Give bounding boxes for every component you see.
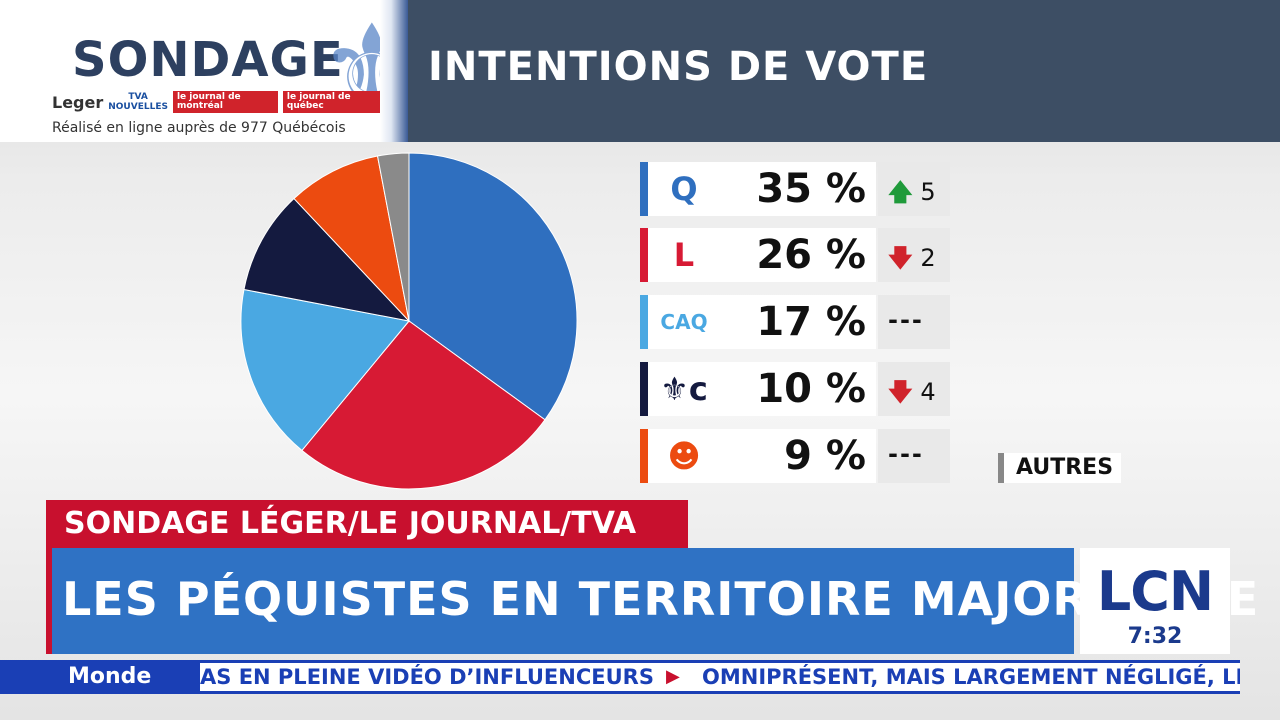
vote-percentage: 35 % bbox=[756, 166, 866, 212]
kicker-text: SONDAGE LÉGER/LE JOURNAL/TVA bbox=[64, 506, 637, 541]
party-logo-cell: ⚜c bbox=[640, 362, 722, 416]
vote-change: --- bbox=[888, 306, 924, 336]
leger-logo: Leger bbox=[52, 92, 104, 112]
percentage-cell: 9 % bbox=[722, 429, 876, 483]
change-cell: 🡇 2 bbox=[878, 228, 950, 282]
party-logo-cell: ☻ bbox=[640, 429, 722, 483]
ticker-strip: AS EN PLEINE VIDÉO D’INFLUENCEURS ▶ OMNI… bbox=[200, 663, 1240, 691]
header-divider bbox=[380, 0, 408, 142]
party-result-row: ☻ 9 % --- bbox=[640, 429, 950, 483]
ticker-section: Monde bbox=[0, 660, 200, 694]
vote-change: 🡇 4 bbox=[888, 375, 936, 416]
headline-text: LES PÉQUISTES EN TERRITOIRE MAJORITAIRE bbox=[62, 572, 1260, 626]
change-cell: 🡇 4 bbox=[878, 362, 950, 416]
party-logo-icon: CAQ bbox=[660, 310, 708, 334]
party-color-bar bbox=[640, 429, 648, 483]
section-title: INTENTIONS DE VOTE bbox=[428, 44, 929, 90]
change-value: 4 bbox=[920, 378, 936, 406]
percentage-cell: 10 % bbox=[722, 362, 876, 416]
vote-percentage: 10 % bbox=[756, 366, 866, 412]
section-header: INTENTIONS DE VOTE bbox=[408, 0, 1280, 142]
party-logo-cell: L bbox=[640, 228, 722, 282]
journal-montreal-logo: le journal de montréal bbox=[172, 91, 278, 113]
party-color-bar bbox=[640, 295, 648, 349]
journal-quebec-logo: le journal de québec bbox=[282, 91, 380, 113]
ticker-separator-icon: ▶ bbox=[666, 666, 680, 687]
change-value: 5 bbox=[920, 178, 936, 206]
party-color-bar bbox=[640, 228, 648, 282]
party-logo-icon: ☻ bbox=[667, 437, 701, 475]
vote-percentage: 9 % bbox=[784, 433, 866, 479]
party-logo-cell: Q bbox=[640, 162, 722, 216]
vote-percentage: 26 % bbox=[756, 232, 866, 278]
arrow-up-icon: 🡅 bbox=[888, 178, 913, 206]
change-cell: 🡅 5 bbox=[878, 162, 950, 216]
network-bug: LCN 7:32 bbox=[1080, 548, 1230, 654]
party-result-row: Q 35 % 🡅 5 bbox=[640, 162, 950, 216]
ticker-item: AS EN PLEINE VIDÉO D’INFLUENCEURS bbox=[200, 665, 654, 689]
party-result-row: CAQ 17 % --- bbox=[640, 295, 950, 349]
vote-intention-pie-chart bbox=[240, 152, 578, 490]
party-logo-icon: ⚜c bbox=[660, 370, 708, 408]
others-label: AUTRES bbox=[998, 453, 1122, 483]
pie-slice bbox=[376, 152, 410, 322]
poll-header-panel: SONDAGE ⚜ Leger TVA NOUVELLES le journal… bbox=[0, 0, 380, 142]
no-change-dash: --- bbox=[888, 440, 924, 468]
party-logo-cell: CAQ bbox=[640, 295, 722, 349]
pie-slice bbox=[293, 155, 410, 323]
arrow-down-icon: 🡇 bbox=[888, 378, 913, 406]
lcn-logo: LCN bbox=[1096, 560, 1214, 623]
change-cell: --- bbox=[878, 295, 950, 349]
change-value: 2 bbox=[920, 244, 936, 272]
ticker-section-label: Monde bbox=[68, 664, 152, 689]
poll-title: SONDAGE bbox=[72, 32, 344, 88]
party-color-bar bbox=[640, 362, 648, 416]
clock: 7:32 bbox=[1127, 624, 1183, 649]
vote-change: 🡅 5 bbox=[888, 175, 936, 216]
tva-nouvelles-logo: TVA NOUVELLES bbox=[108, 92, 168, 112]
poll-methodology: Réalisé en ligne auprès de 977 Québécois bbox=[52, 120, 346, 136]
no-change-dash: --- bbox=[888, 306, 924, 334]
percentage-cell: 26 % bbox=[722, 228, 876, 282]
party-result-row: L 26 % 🡇 2 bbox=[640, 228, 950, 282]
vote-percentage: 17 % bbox=[756, 299, 866, 345]
sponsor-logos: Leger TVA NOUVELLES le journal de montré… bbox=[52, 90, 380, 114]
party-color-bar bbox=[640, 162, 648, 216]
news-ticker: Monde AS EN PLEINE VIDÉO D’INFLUENCEURS … bbox=[0, 660, 1240, 694]
percentage-cell: 35 % bbox=[722, 162, 876, 216]
change-cell: --- bbox=[878, 429, 950, 483]
pie-slice bbox=[243, 197, 411, 322]
pie-slice bbox=[240, 288, 410, 452]
vote-change: --- bbox=[888, 440, 924, 470]
percentage-cell: 17 % bbox=[722, 295, 876, 349]
ticker-item: OMNIPRÉSENT, MAIS LARGEMENT NÉGLIGÉ, LE bbox=[702, 665, 1240, 689]
party-logo-icon: L bbox=[673, 236, 695, 274]
pie-slice bbox=[408, 152, 578, 421]
party-result-row: ⚜c 10 % 🡇 4 bbox=[640, 362, 950, 416]
vote-change: 🡇 2 bbox=[888, 241, 936, 282]
arrow-down-icon: 🡇 bbox=[888, 244, 913, 272]
story-kicker: SONDAGE LÉGER/LE JOURNAL/TVA bbox=[46, 500, 688, 548]
pie-slice bbox=[301, 320, 546, 490]
headline-banner: LES PÉQUISTES EN TERRITOIRE MAJORITAIRE bbox=[46, 548, 1258, 654]
party-logo-icon: Q bbox=[670, 170, 698, 208]
